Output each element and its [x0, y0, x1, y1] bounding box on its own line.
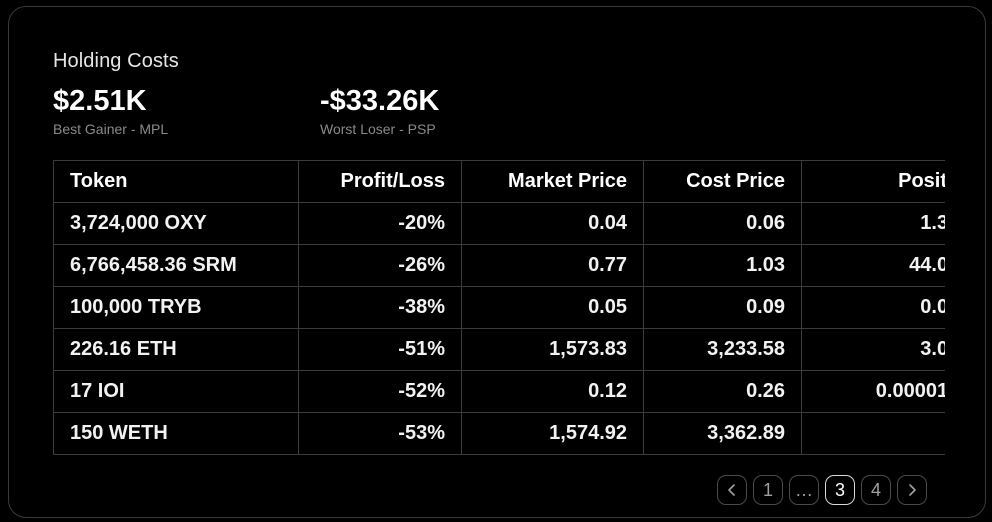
cell-token: 3,724,000 OXY — [53, 202, 299, 245]
table-row: 150 WETH -53% 1,574.92 3,362.89 2% — [53, 412, 945, 455]
column-header-cost-price[interactable]: Cost Price — [643, 160, 802, 203]
table-row: 100,000 TRYB -38% 0.05 0.09 0.05% — [53, 286, 945, 329]
chevron-left-icon — [728, 484, 735, 496]
cell-profit-loss: -38% — [298, 286, 462, 329]
cell-position: 2% — [801, 412, 945, 455]
cell-profit-loss: -53% — [298, 412, 462, 455]
cell-cost-price: 1.03 — [643, 244, 802, 287]
cell-position: 0.000018% — [801, 370, 945, 413]
cell-token: 226.16 ETH — [53, 328, 299, 371]
cell-cost-price: 0.06 — [643, 202, 802, 245]
cell-market-price: 1,573.83 — [461, 328, 644, 371]
best-gainer-label: Best Gainer - MPL — [53, 121, 169, 137]
cell-market-price: 0.12 — [461, 370, 644, 413]
table-header-row: Token Profit/Loss Market Price Cost Pric… — [53, 160, 945, 203]
cell-market-price: 0.04 — [461, 202, 644, 245]
column-header-market-price[interactable]: Market Price — [461, 160, 644, 203]
card-title: Holding Costs — [53, 50, 179, 72]
cell-position: 1.39% — [801, 202, 945, 245]
column-header-profit-loss[interactable]: Profit/Loss — [298, 160, 462, 203]
holding-costs-card: Holding Costs $2.51K Best Gainer - MPL -… — [8, 6, 986, 518]
page-button-4[interactable]: 4 — [861, 475, 891, 505]
cell-position: 44.01% — [801, 244, 945, 287]
holdings-table-scroll[interactable]: Token Profit/Loss Market Price Cost Pric… — [53, 160, 945, 460]
page-button-1[interactable]: 1 — [753, 475, 783, 505]
cell-token: 100,000 TRYB — [53, 286, 299, 329]
cell-market-price: 0.05 — [461, 286, 644, 329]
chevron-right-icon — [909, 484, 916, 496]
page-ellipsis-button[interactable]: … — [789, 475, 819, 505]
cell-token: 17 IOI — [53, 370, 299, 413]
holdings-table: Token Profit/Loss Market Price Cost Pric… — [53, 160, 945, 455]
best-gainer-stat: $2.51K Best Gainer - MPL — [53, 84, 168, 137]
cell-position: 0.05% — [801, 286, 945, 329]
page-button-3-current[interactable]: 3 — [825, 475, 855, 505]
cell-token: 6,766,458.36 SRM — [53, 244, 299, 287]
cell-position: 3.01% — [801, 328, 945, 371]
cell-cost-price: 3,362.89 — [643, 412, 802, 455]
worst-loser-label: Worst Loser - PSP — [320, 121, 436, 137]
table-row: 3,724,000 OXY -20% 0.04 0.06 1.39% — [53, 202, 945, 245]
column-header-position[interactable]: Position — [801, 160, 945, 203]
next-page-button[interactable] — [897, 475, 927, 505]
cell-cost-price: 0.26 — [643, 370, 802, 413]
worst-loser-stat: -$33.26K Worst Loser - PSP — [320, 84, 439, 137]
cell-token: 150 WETH — [53, 412, 299, 455]
table-row: 226.16 ETH -51% 1,573.83 3,233.58 3.01% — [53, 328, 945, 371]
table-row: 17 IOI -52% 0.12 0.26 0.000018% — [53, 370, 945, 413]
cell-profit-loss: -52% — [298, 370, 462, 413]
cell-profit-loss: -20% — [298, 202, 462, 245]
cell-cost-price: 3,233.58 — [643, 328, 802, 371]
table-row: 6,766,458.36 SRM -26% 0.77 1.03 44.01% — [53, 244, 945, 287]
cell-profit-loss: -51% — [298, 328, 462, 371]
pagination: 1 … 3 4 — [717, 475, 927, 505]
cell-profit-loss: -26% — [298, 244, 462, 287]
cell-market-price: 0.77 — [461, 244, 644, 287]
cell-cost-price: 0.09 — [643, 286, 802, 329]
best-gainer-value: $2.51K — [53, 85, 147, 117]
column-header-token[interactable]: Token — [53, 160, 299, 203]
prev-page-button[interactable] — [717, 475, 747, 505]
cell-market-price: 1,574.92 — [461, 412, 644, 455]
worst-loser-value: -$33.26K — [320, 85, 440, 117]
